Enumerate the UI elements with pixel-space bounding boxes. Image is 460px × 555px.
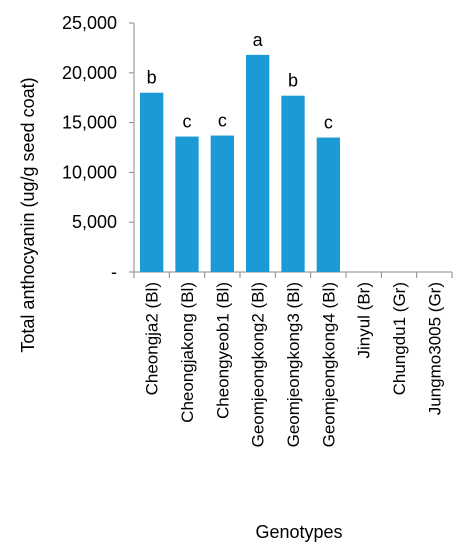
- bar: [281, 95, 305, 272]
- y-tick-label: 20,000: [62, 63, 117, 83]
- bar: [175, 136, 199, 272]
- y-tick-label: 15,000: [62, 113, 117, 133]
- x-tick-label: Cheongyeob1 (Bl): [213, 282, 232, 419]
- x-tick-label: Jinyul (Br): [355, 282, 374, 359]
- x-tick-label: Geomjeongkong2 (Bl): [249, 282, 268, 447]
- x-tick-label: Geomjeongkong4 (Bl): [319, 282, 338, 447]
- bar-significance-label: a: [253, 30, 264, 50]
- bar: [246, 54, 270, 272]
- bar-significance-label: c: [218, 111, 227, 131]
- y-axis-title: Total anthocyanin (ug/g seed coat): [18, 77, 38, 352]
- labels: - 5,000 10,000 15,000 20,000 25,000 b Cheongja2…: [62, 13, 444, 447]
- bar-significance-label: c: [324, 113, 333, 133]
- bar-significance-label: b: [147, 68, 157, 88]
- bar-significance-label: b: [288, 71, 298, 91]
- x-tick-label: Cheongja2 (Bl): [143, 282, 162, 395]
- x-axis-title: Genotypes: [255, 522, 342, 542]
- y-tick-label: 25,000: [62, 13, 117, 33]
- bar-significance-label: c: [183, 112, 192, 132]
- bar: [316, 137, 340, 272]
- x-tick-label: Chungdu1 (Gr): [390, 282, 409, 395]
- x-tick-label: Geomjeongkong3 (Bl): [284, 282, 303, 447]
- x-tick-label: Jungmo3005 (Gr): [425, 282, 444, 415]
- x-tick-label: Cheongjakong (Bl): [178, 282, 197, 423]
- bars: [140, 54, 340, 272]
- bar: [210, 135, 234, 272]
- y-tick-label: 5,000: [72, 212, 117, 232]
- y-tick-label: -: [111, 262, 117, 282]
- y-tick-label: 10,000: [62, 162, 117, 182]
- bar: [140, 92, 164, 272]
